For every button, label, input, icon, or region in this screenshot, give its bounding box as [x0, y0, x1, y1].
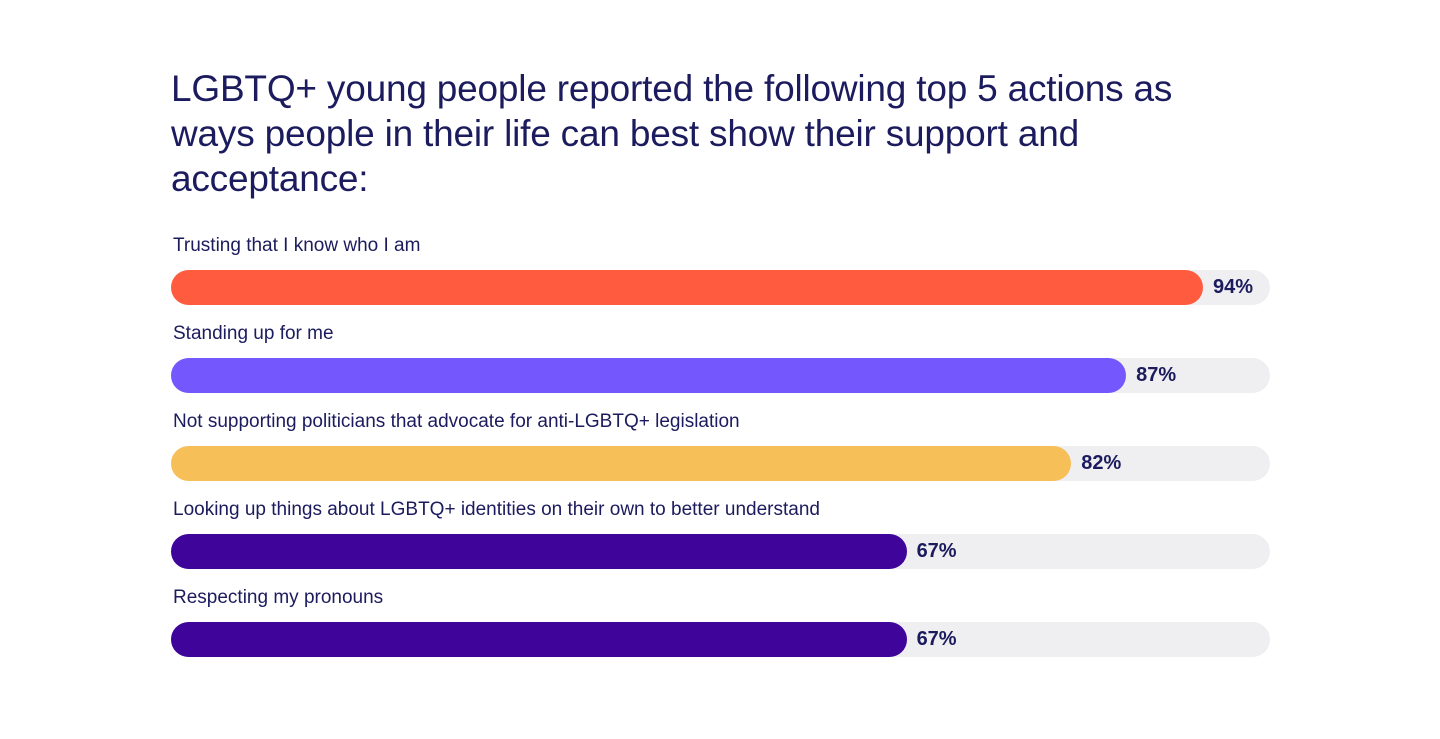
- bar-value-label: 67%: [916, 540, 957, 562]
- chart-title: LGBTQ+ young people reported the followi…: [171, 68, 1173, 199]
- bar-value-label: 94%: [1213, 276, 1254, 298]
- bar-track: 67%: [171, 622, 1270, 657]
- bar-value-label: 82%: [1081, 452, 1122, 474]
- bar: [171, 358, 1127, 393]
- bar-row: Respecting my pronouns 67%: [171, 584, 1270, 672]
- bar-row: Not supporting politicians that advocate…: [171, 408, 1270, 496]
- bar-track: 82%: [171, 446, 1270, 481]
- bar-list: Trusting that I know who I am 94% Standing…: [171, 232, 1270, 672]
- bar: [171, 270, 1203, 305]
- bar-label: Looking up things about LGBTQ+ identitie…: [173, 499, 820, 520]
- bar-label: Trusting that I know who I am: [173, 235, 421, 256]
- bar: [171, 534, 907, 569]
- bar-label: Respecting my pronouns: [173, 587, 384, 608]
- bar-track: 67%: [171, 534, 1270, 569]
- bar-track: 94%: [171, 270, 1270, 305]
- bar: [171, 446, 1072, 481]
- bar-row: Trusting that I know who I am 94%: [171, 232, 1270, 320]
- bar: [171, 622, 907, 657]
- bar-value-label: 87%: [1136, 364, 1177, 386]
- bar-label: Standing up for me: [173, 323, 334, 344]
- bar-row: Looking up things about LGBTQ+ identitie…: [171, 496, 1270, 584]
- bar-row: Standing up for me 87%: [171, 320, 1270, 408]
- bar-track: 87%: [171, 358, 1270, 393]
- bar-value-label: 67%: [916, 628, 957, 650]
- bar-label: Not supporting politicians that advocate…: [173, 411, 740, 432]
